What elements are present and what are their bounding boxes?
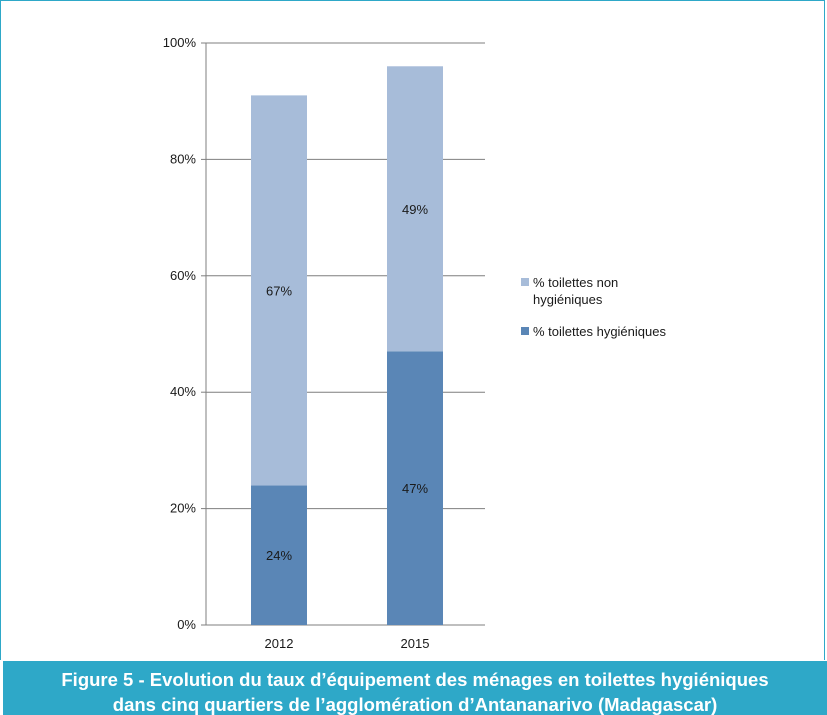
y-tick-label: 80% [170, 151, 196, 166]
x-tick-label: 2012 [265, 636, 294, 651]
figure-caption: Figure 5 - Evolution du taux d’équipemen… [3, 661, 827, 715]
y-tick-label: 20% [170, 501, 196, 516]
data-label: 47% [402, 481, 428, 496]
legend-label: hygiéniques [533, 292, 603, 307]
bar-segment [387, 351, 443, 625]
y-tick-label: 60% [170, 268, 196, 283]
caption-line-2: dans cinq quartiers de l’agglomération d… [112, 694, 718, 715]
y-tick-label: 0% [177, 617, 196, 632]
x-tick-label: 2015 [401, 636, 430, 651]
data-label: 24% [266, 548, 292, 563]
bar-segment [387, 66, 443, 352]
data-label: 49% [402, 202, 428, 217]
y-tick-label: 40% [170, 384, 196, 399]
legend-swatch [521, 278, 529, 286]
legend-label: % toilettes non [533, 275, 618, 290]
figure-border [0, 0, 825, 660]
stacked-bar-chart: 0% 20% 40% 60% 80% 100% 24% 67% 2012 47% 49% 2015 % … [163, 35, 667, 651]
legend-swatch [521, 327, 529, 335]
caption-line-1: Figure 5 - Evolution du taux d’équipemen… [61, 669, 769, 690]
legend-label: % toilettes hygiéniques [533, 324, 666, 339]
bar-segment [251, 485, 307, 625]
y-tick-label: 100% [163, 35, 197, 50]
data-label: 67% [266, 283, 292, 298]
bar-segment [251, 95, 307, 486]
